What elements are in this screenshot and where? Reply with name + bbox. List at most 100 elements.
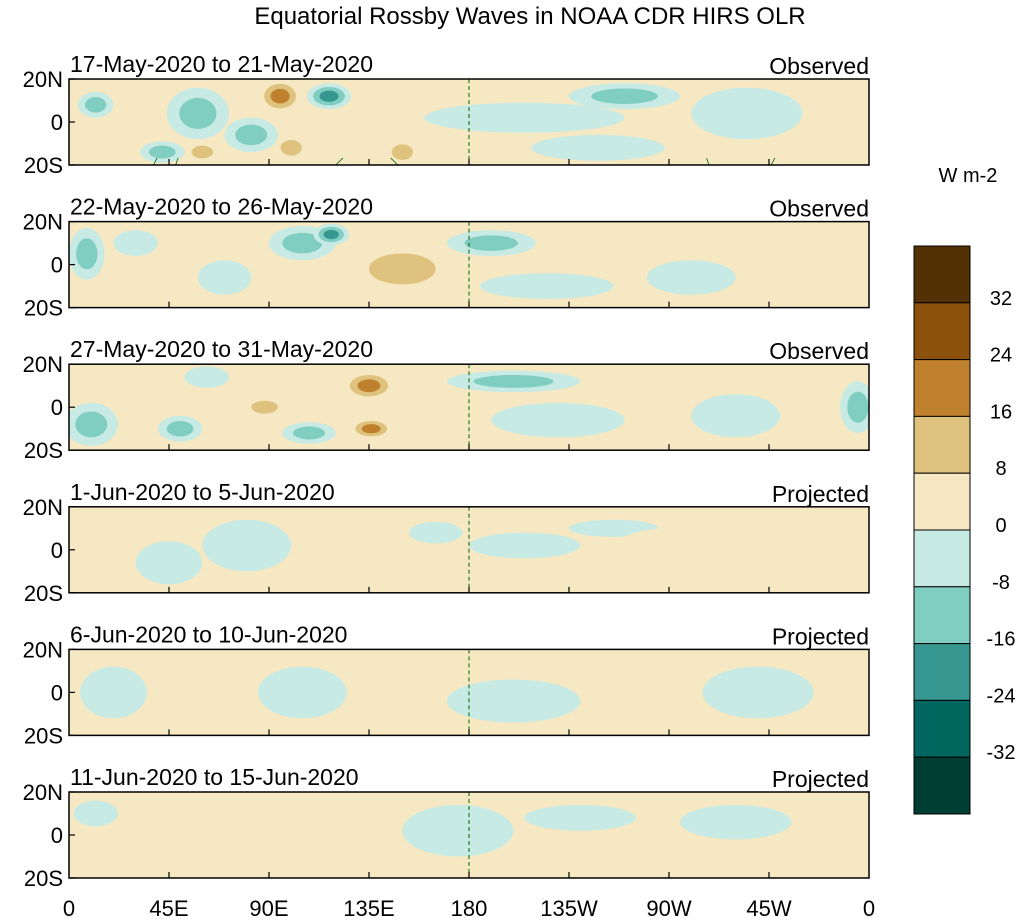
anomaly-blob — [202, 519, 292, 572]
y-tick-label: 0 — [51, 110, 63, 135]
panel-period: 6-Jun-2020 to 10-Jun-2020 — [70, 621, 347, 647]
anomaly-blob — [361, 424, 381, 434]
x-tick-label: 45W — [746, 896, 791, 921]
anomaly-field — [69, 366, 869, 446]
anomaly-blob — [802, 822, 869, 866]
units-label: W m-2 — [939, 165, 998, 187]
y-tick-label: 20S — [24, 296, 63, 321]
panel-type: Observed — [769, 53, 869, 79]
x-tick-label: 180 — [451, 896, 488, 921]
anomaly-blob — [769, 232, 858, 276]
colorbar-label: 16 — [990, 401, 1012, 423]
anomaly-blob — [473, 374, 554, 388]
colorbar-box — [913, 756, 971, 815]
x-axis: 0 45E 90E 135E 180 135W 90W 45W 0 — [63, 896, 875, 921]
panel-period: 17-May-2020 to 21-May-2020 — [70, 51, 373, 77]
colorbar: 32 24 16 8 0 -8 -16 -24 -32 — [913, 245, 1016, 815]
x-tick-label: 90E — [249, 896, 288, 921]
colorbar-label: -24 — [987, 685, 1016, 707]
y-tick-label: 20N — [23, 495, 63, 520]
anomaly-field — [73, 800, 869, 870]
panel-type: Observed — [769, 196, 869, 222]
y-tick-label: 20N — [23, 352, 63, 377]
x-tick-label: 0 — [63, 896, 75, 921]
anomaly-blob — [75, 411, 108, 438]
panel-type: Projected — [772, 623, 869, 649]
x-tick-label: 45E — [149, 896, 188, 921]
anomaly-blob — [73, 800, 118, 827]
anomaly-blob — [166, 420, 194, 437]
anomaly-blob — [124, 822, 192, 866]
anomaly-blob — [469, 532, 581, 559]
panel-period: 1-Jun-2020 to 5-Jun-2020 — [70, 479, 335, 505]
anomaly-blob — [140, 264, 185, 299]
y-tick-label: 0 — [51, 823, 63, 848]
y-tick-label: 0 — [51, 538, 63, 563]
anomaly-blob — [113, 115, 181, 150]
anomaly-blob — [369, 253, 436, 285]
colorbar-box — [913, 472, 971, 531]
colorbar-label: 24 — [990, 345, 1012, 367]
panel-3: 20N 0 20S 27-May-2020 to 31-May-2020 Observe… — [23, 336, 870, 463]
panel-5: 20N 0 20S 6-Jun-2020 to 10-Jun-2020 Projecte… — [23, 621, 870, 748]
anomaly-blob — [197, 260, 252, 295]
colorbar-box — [913, 302, 971, 361]
colorbar-box — [913, 643, 971, 701]
anomaly-blob — [76, 238, 98, 270]
x-tick-label: 90W — [646, 896, 691, 921]
anomaly-blob — [580, 843, 669, 870]
y-tick-label: 20S — [24, 438, 63, 463]
anomaly-blob — [282, 232, 323, 254]
y-tick-label: 20N — [23, 637, 63, 662]
y-tick-label: 0 — [51, 253, 63, 278]
anomaly-blob — [213, 800, 281, 853]
panel-2: 20N 0 20S 22-May-2020 to 26-May-2020 Observe… — [23, 194, 870, 321]
anomaly-blob — [135, 541, 203, 585]
anomaly-blob — [464, 235, 518, 251]
y-tick-label: 20N — [23, 210, 63, 235]
anomaly-blob — [591, 88, 658, 104]
anomaly-blob — [270, 88, 290, 104]
anomaly-blob — [85, 97, 107, 113]
anomaly-blob — [357, 662, 447, 714]
anomaly-blob — [724, 524, 836, 576]
anomaly-blob — [424, 102, 625, 133]
anomaly-blob — [591, 662, 703, 697]
anomaly-blob — [617, 370, 685, 393]
anomaly-blob — [391, 385, 458, 421]
panel-type: Observed — [769, 338, 869, 364]
anomaly-blob — [75, 515, 129, 567]
anomaly-blob — [280, 140, 302, 156]
y-tick-label: 20S — [24, 723, 63, 748]
anomaly-blob — [235, 124, 268, 146]
anomaly-blob — [531, 134, 665, 161]
y-tick-label: 20S — [24, 581, 63, 606]
y-tick-label: 0 — [51, 395, 63, 420]
anomaly-blob — [257, 666, 347, 719]
anomaly-field — [69, 223, 858, 299]
anomaly-blob — [291, 813, 381, 866]
figure-title: Equatorial Rossby Waves in NOAA CDR HIRS… — [254, 3, 805, 30]
anomaly-blob — [293, 426, 325, 440]
colorbar-label: -32 — [987, 742, 1016, 764]
anomaly-blob — [323, 229, 339, 240]
anomaly-blob — [524, 804, 636, 831]
panels: 20N 0 20S 17-May-2020 to 21-May-2020 Observe… — [23, 51, 870, 891]
y-tick-label: 0 — [51, 680, 63, 705]
anomaly-blob — [646, 260, 736, 295]
anomaly-blob — [446, 679, 581, 723]
colorbar-label: 0 — [995, 515, 1006, 537]
x-tick-label: 135E — [343, 896, 394, 921]
colorbar-box — [913, 529, 971, 588]
anomaly-blob — [324, 106, 414, 150]
anomaly-blob — [409, 521, 463, 544]
x-tick-label: 135W — [540, 896, 598, 921]
anomaly-blob — [131, 372, 185, 416]
anomaly-blob — [613, 528, 725, 572]
anomaly-blob — [775, 368, 829, 421]
colorbar-box — [913, 359, 971, 417]
y-tick-label: 20N — [23, 67, 63, 92]
anomaly-blob — [149, 145, 176, 159]
anomaly-blob — [391, 144, 414, 160]
anomaly-blob — [313, 558, 381, 585]
